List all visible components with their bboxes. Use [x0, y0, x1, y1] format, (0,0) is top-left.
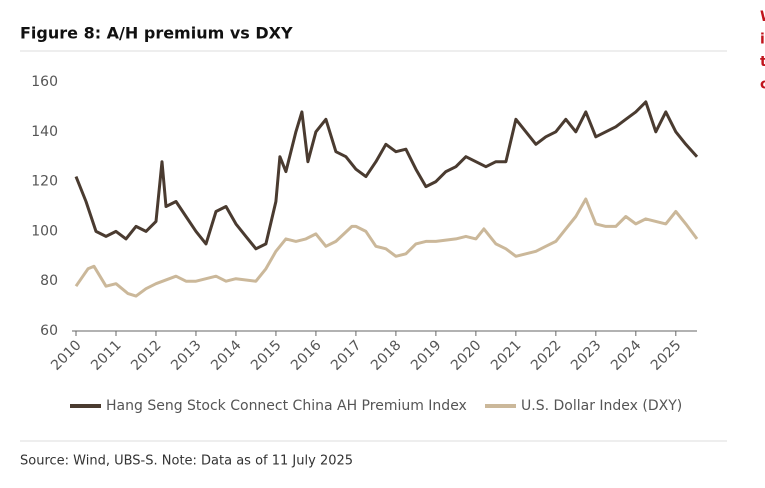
- chart-title: Figure 8: A/H premium vs DXY: [20, 24, 293, 43]
- x-tick-label: 2018: [368, 337, 405, 374]
- x-tick-label: 2020: [448, 337, 485, 374]
- side-text: c: [760, 77, 765, 93]
- source: Source: Wind, UBS-S. Note: Data as of 11…: [20, 454, 353, 469]
- side-text: W: [760, 9, 765, 25]
- y-tick-label: 60: [40, 323, 58, 339]
- y-tick-label: 140: [31, 124, 58, 140]
- x-tick-label: 2015: [248, 337, 285, 374]
- x-tick-label: 2016: [288, 337, 325, 374]
- x-tick-label: 2023: [568, 337, 605, 374]
- x-tick-label: 2010: [48, 337, 85, 374]
- legend-label: Hang Seng Stock Connect China AH Premium…: [106, 398, 467, 414]
- y-tick-label: 160: [31, 74, 58, 90]
- x-tick-label: 2017: [328, 337, 365, 374]
- x-tick-label: 2021: [488, 337, 525, 374]
- x-tick-label: 2014: [208, 337, 245, 374]
- x-tick-label: 2013: [168, 337, 205, 374]
- side-text: i: [760, 32, 765, 48]
- x-tick-label: 2012: [128, 337, 165, 374]
- series-line: [74, 100, 699, 251]
- y-tick-label: 100: [31, 223, 58, 239]
- x-tick-label: 2019: [408, 337, 445, 374]
- legend-label: U.S. Dollar Index (DXY): [521, 398, 682, 414]
- y-tick-label: 80: [40, 273, 58, 289]
- x-tick-label: 2025: [648, 337, 685, 374]
- y-tick-label: 120: [31, 174, 58, 190]
- side-text: t: [760, 54, 765, 70]
- x-tick-label: 2024: [608, 337, 645, 374]
- series-line: [74, 197, 699, 298]
- x-tick-label: 2022: [528, 337, 565, 374]
- x-tick-label: 2011: [88, 337, 125, 374]
